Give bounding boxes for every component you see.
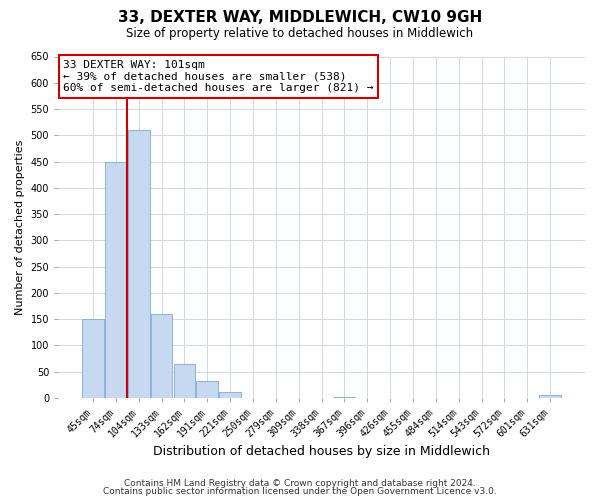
Text: Size of property relative to detached houses in Middlewich: Size of property relative to detached ho… [127, 28, 473, 40]
Bar [173, 364, 196, 398]
Y-axis label: Number of detached properties: Number of detached properties [15, 140, 25, 315]
Bar [151, 314, 172, 398]
Bar [105, 162, 127, 398]
Text: 33 DEXTER WAY: 101sqm
← 39% of detached houses are smaller (538)
60% of semi-det: 33 DEXTER WAY: 101sqm ← 39% of detached … [64, 60, 374, 93]
Bar [82, 319, 104, 398]
Text: Contains HM Land Registry data © Crown copyright and database right 2024.: Contains HM Land Registry data © Crown c… [124, 478, 476, 488]
Bar [220, 392, 241, 398]
Bar [128, 130, 149, 398]
Text: 33, DEXTER WAY, MIDDLEWICH, CW10 9GH: 33, DEXTER WAY, MIDDLEWICH, CW10 9GH [118, 10, 482, 25]
X-axis label: Distribution of detached houses by size in Middlewich: Distribution of detached houses by size … [153, 444, 490, 458]
Bar [196, 380, 218, 398]
Bar [334, 397, 355, 398]
Text: Contains public sector information licensed under the Open Government Licence v3: Contains public sector information licen… [103, 487, 497, 496]
Bar [539, 396, 561, 398]
